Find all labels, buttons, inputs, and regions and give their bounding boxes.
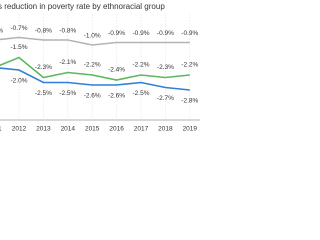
value-label: -0.9% <box>181 30 198 37</box>
x-tick-label: 2018 <box>158 126 173 133</box>
x-tick-label: 2016 <box>109 126 124 133</box>
value-label: -0.7% <box>11 25 28 32</box>
page: {"chart_data": {"type": "line", "title":… <box>0 0 200 140</box>
value-label: -2.2% <box>181 62 198 69</box>
series-line <box>0 56 190 81</box>
value-label: -1.0% <box>84 33 101 40</box>
value-label: -2.1% <box>59 59 76 66</box>
x-tick-label: 2017 <box>134 126 149 133</box>
series-line <box>0 67 190 91</box>
value-label: -2.2% <box>133 62 150 69</box>
x-tick-label: 2015 <box>85 126 100 133</box>
value-label: -2.7% <box>157 95 174 102</box>
value-label: -2.0% <box>11 78 28 85</box>
value-label: -0.8% <box>35 28 52 35</box>
value-label: -2.5% <box>133 90 150 97</box>
value-label: -2.6% <box>108 93 125 100</box>
value-label: -0.8% <box>0 28 3 35</box>
x-tick-label: 2019 <box>183 126 198 133</box>
series-line <box>0 36 190 46</box>
value-label: -2.4% <box>108 67 125 74</box>
value-label: -0.9% <box>108 30 125 37</box>
chart: s reduction in poverty rate by ethnoraci… <box>0 2 200 133</box>
x-tick-label: 2014 <box>61 126 76 133</box>
value-label: -0.9% <box>157 30 174 37</box>
chart-title: s reduction in poverty rate by ethnoraci… <box>0 2 165 11</box>
x-tick-label: 2011 <box>0 126 2 133</box>
value-label: -0.8% <box>59 28 76 35</box>
value-label: -2.2% <box>84 62 101 69</box>
value-label: -2.3% <box>157 64 174 71</box>
value-label: -2.3% <box>35 64 52 71</box>
value-label: -0.9% <box>133 30 150 37</box>
value-label: -2.5% <box>35 90 52 97</box>
x-tick-label: 2013 <box>36 126 51 133</box>
value-label: -2.6% <box>84 93 101 100</box>
value-label: -2.8% <box>181 98 198 105</box>
value-label: -1.5% <box>11 44 28 51</box>
value-label: -2.5% <box>59 90 76 97</box>
x-tick-label: 2012 <box>12 126 27 133</box>
